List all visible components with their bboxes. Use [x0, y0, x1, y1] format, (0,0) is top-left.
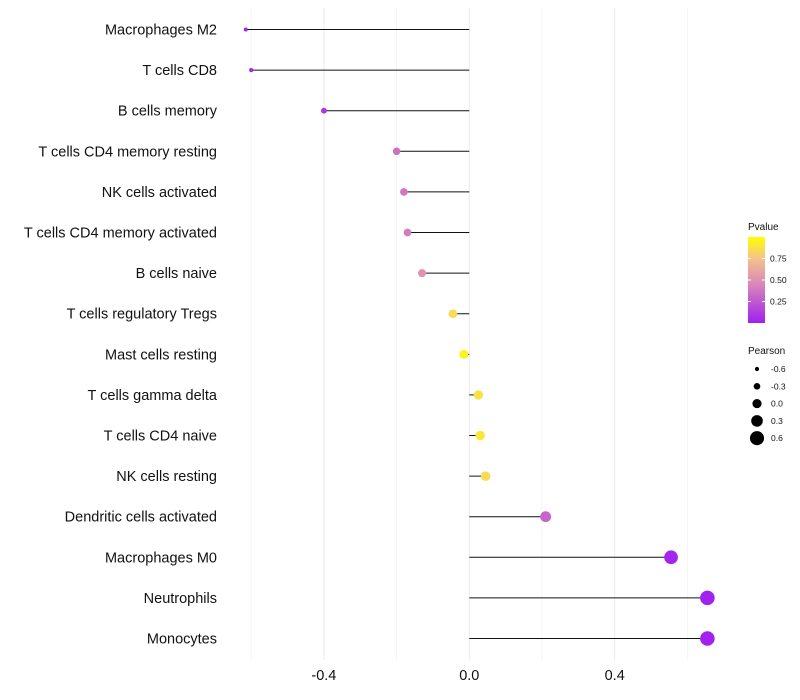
category-label: B cells naive [136, 266, 217, 282]
category-label: Macrophages M2 [105, 23, 217, 39]
category-label: T cells gamma delta [88, 388, 218, 404]
category-labels: Macrophages M2 T cells CD8 B cells memory T… [24, 23, 218, 648]
category-label: Dendritic cells activated [65, 510, 217, 526]
pearson-legend-dot [749, 431, 765, 446]
lollipop-dot [475, 430, 485, 441]
lollipop-dot [392, 147, 401, 156]
lollipop-dot [459, 349, 469, 359]
x-axis-ticks: -0.4 0.0 0.4 [311, 668, 624, 684]
pvalue-legend: Pvalue 0.25 0.50 0.75 [748, 222, 787, 323]
category-label: T cells CD4 memory activated [24, 226, 217, 242]
pearson-legend-label: -0.3 [771, 381, 786, 391]
pearson-legend-title: Pearson [748, 346, 785, 357]
category-label: T cells CD8 [142, 63, 217, 79]
category-label: Monocytes [147, 632, 217, 648]
pearson-legend-dot [752, 399, 762, 409]
lollipop-dot [418, 269, 427, 278]
lollipop-dot [700, 631, 715, 646]
x-tick-label: 0.0 [459, 668, 479, 684]
category-label: B cells memory [118, 104, 218, 120]
pearson-legend-label: 0.0 [771, 399, 783, 409]
lollipop-dot [249, 68, 254, 73]
lollipop-dot [664, 550, 678, 565]
category-label: NK cells resting [116, 469, 217, 485]
category-label: Mast cells resting [105, 347, 217, 363]
pvalue-legend-title: Pvalue [748, 222, 779, 233]
category-label: T cells CD4 naive [104, 429, 217, 445]
lollipop-dot [480, 471, 491, 481]
pearson-legend-label: 0.3 [771, 416, 783, 426]
pvalue-colorbar [748, 237, 765, 323]
lollipop-dot [400, 188, 408, 196]
pearson-legend-dot [753, 382, 761, 390]
x-tick-label: -0.4 [311, 668, 336, 684]
category-label: NK cells activated [102, 185, 217, 201]
pearson-legend: Pearson -0.6 -0.3 0.0 0.3 0.6 [748, 346, 786, 446]
pearson-legend-dot [751, 415, 763, 427]
lollipop-dot [403, 228, 412, 237]
lollipop-stems [245, 29, 708, 639]
lollipop-dot [700, 590, 715, 606]
category-label: Neutrophils [144, 591, 217, 607]
pearson-legend-dot [754, 366, 760, 372]
lollipop-dot [448, 309, 458, 319]
x-tick-label: 0.4 [605, 668, 625, 684]
lollipop-dot [320, 107, 327, 114]
lollipop-dot [540, 511, 552, 523]
lollipop-dots [243, 27, 715, 646]
category-label: T cells CD4 memory resting [38, 144, 217, 160]
pvalue-tick-label: 0.75 [770, 254, 787, 264]
pearson-legend-label: 0.6 [771, 433, 783, 443]
pvalue-tick-label: 0.50 [770, 275, 787, 285]
grid-lines [250, 8, 688, 660]
lollipop-dot [473, 390, 484, 400]
pvalue-tick-label: 0.25 [770, 297, 787, 307]
pearson-legend-label: -0.6 [771, 364, 786, 374]
category-label: T cells regulatory Tregs [67, 307, 217, 323]
lollipop-dot [243, 27, 248, 32]
category-label: Macrophages M0 [105, 550, 217, 566]
